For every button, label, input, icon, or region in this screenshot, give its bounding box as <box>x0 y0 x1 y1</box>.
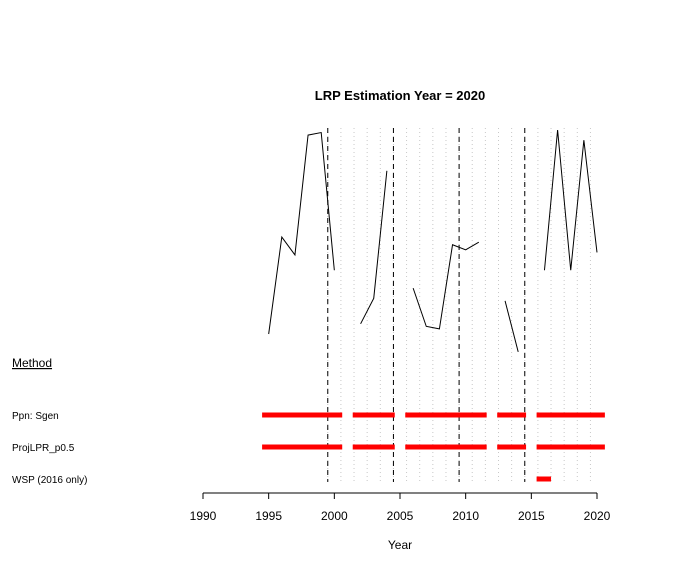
x-tick-label: 2000 <box>321 509 348 523</box>
dashed-reference-lines <box>327 128 526 482</box>
series-line <box>360 170 388 325</box>
series-line <box>412 241 480 330</box>
series-lines <box>268 129 598 352</box>
x-axis: 1990 1995 2000 2005 2010 2015 2020 <box>190 492 611 523</box>
series-line <box>543 129 598 271</box>
chart-title: LRP Estimation Year = 2020 <box>315 88 485 103</box>
series-line <box>504 300 519 352</box>
method-label: WSP (2016 only) <box>12 475 87 486</box>
x-axis-title: Year <box>388 538 412 552</box>
method-label: ProjLPR_p0.5 <box>12 443 75 454</box>
x-tick-label: 1990 <box>190 509 217 523</box>
method-header: Method <box>12 356 52 370</box>
x-tick-label: 2020 <box>584 509 611 523</box>
method-rows: Method Ppn: Sgen ProjLPR_p0.5 WSP (2016 on… <box>12 356 605 486</box>
series-line <box>268 131 335 335</box>
x-tick-label: 2015 <box>518 509 545 523</box>
method-label: Ppn: Sgen <box>12 411 59 422</box>
x-tick-label: 2005 <box>387 509 414 523</box>
x-tick-label: 2010 <box>452 509 479 523</box>
dotted-grid <box>327 128 591 482</box>
x-tick-label: 1995 <box>255 509 282 523</box>
